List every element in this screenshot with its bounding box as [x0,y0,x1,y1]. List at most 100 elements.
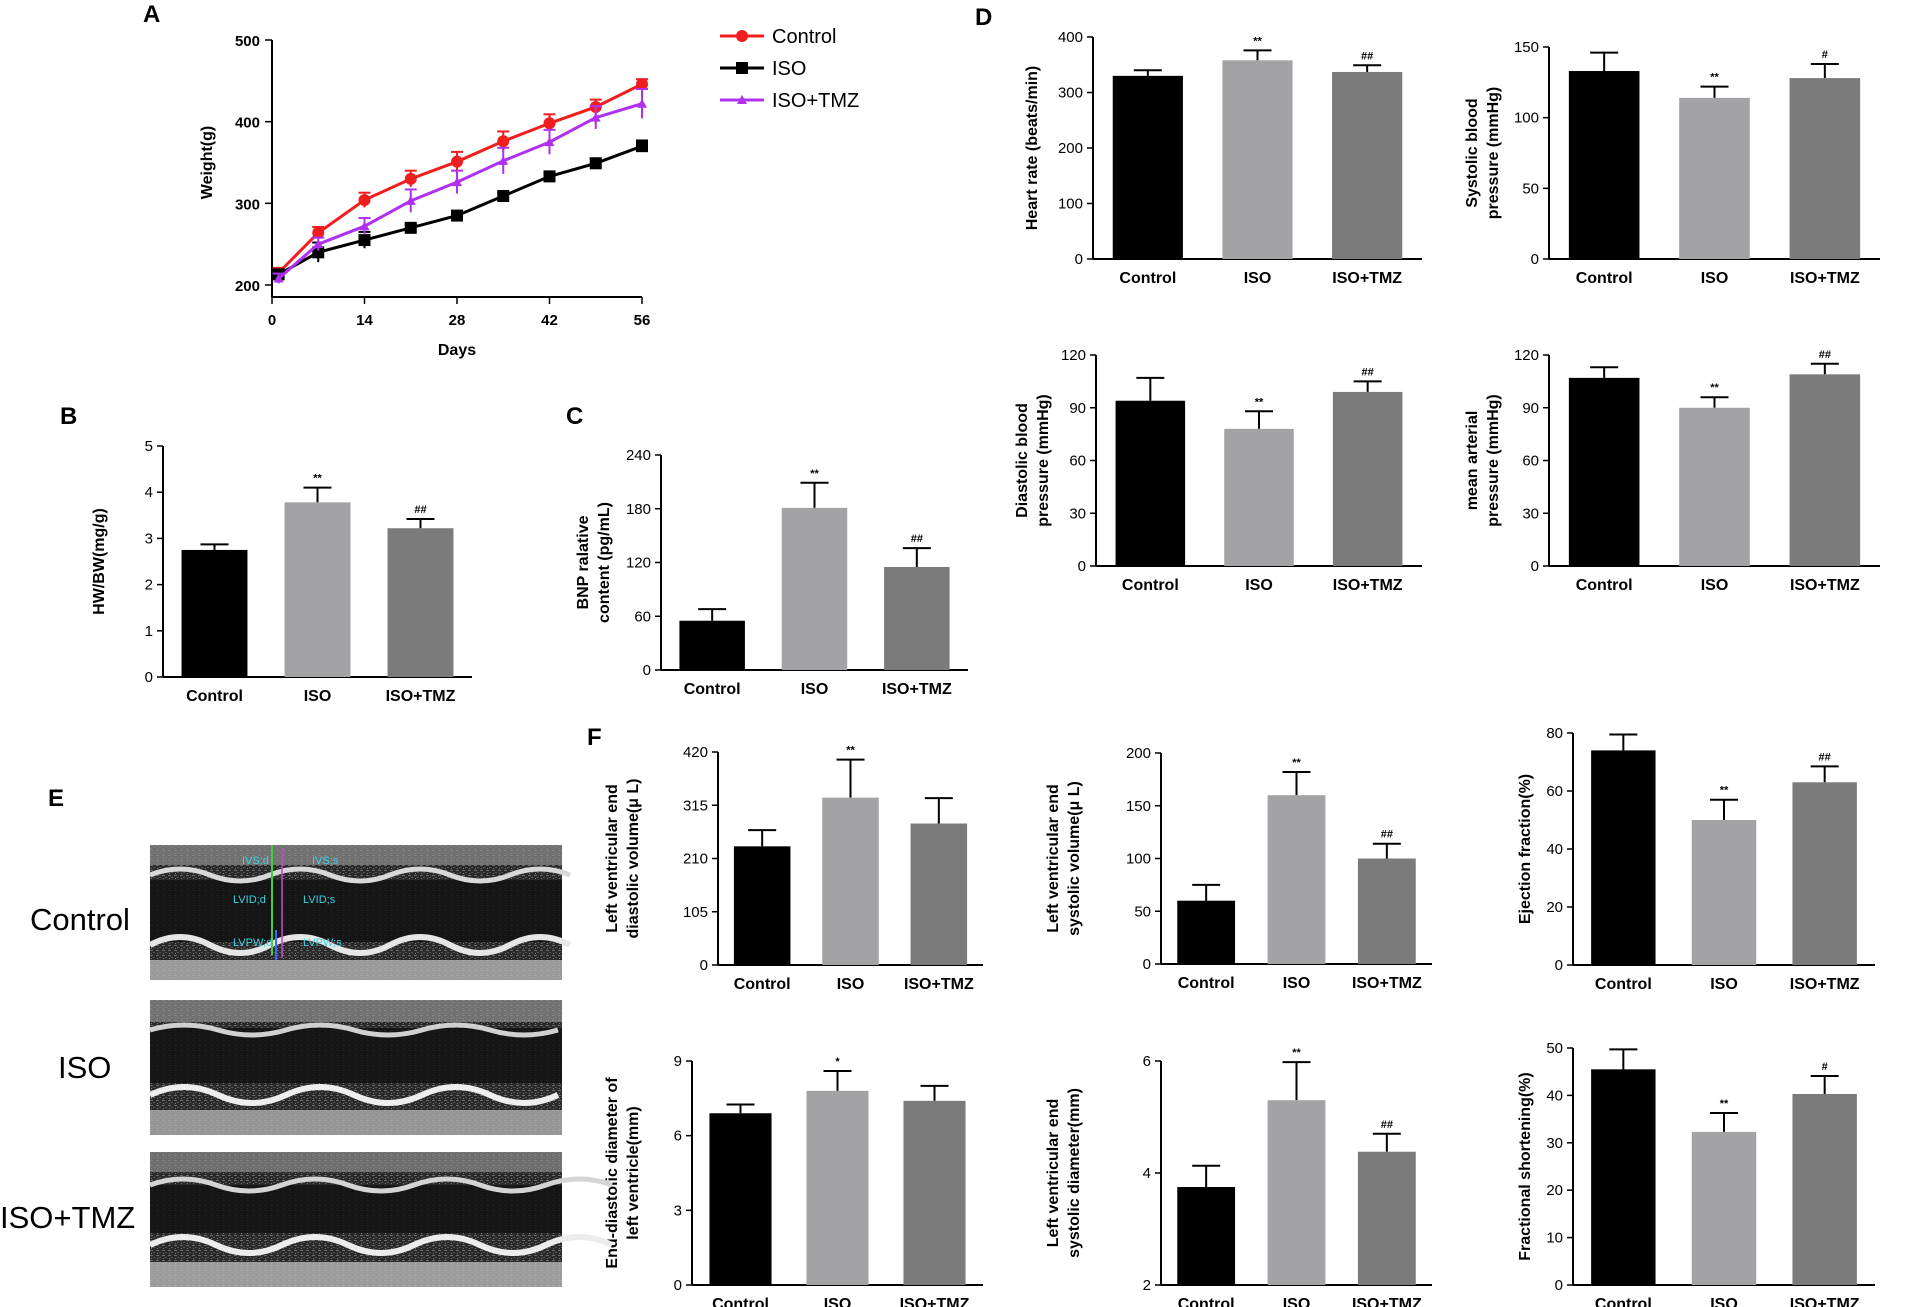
chart-d3-category-label: ISO [1245,577,1273,594]
chart-d2-ytick-label: 150 [1514,39,1539,56]
echo-label-control: Control [30,902,130,937]
chart-a-legend-label-control: Control [772,26,836,48]
chart-a-legend-label-iso: ISO [772,58,806,80]
chart-a-point-iso [589,157,602,170]
chart-f2-ylabel-line: Left ventricular end [1045,784,1062,932]
chart-a-xtick-label: 0 [268,312,276,329]
echo-label-iso: ISO [58,1050,111,1085]
chart-d2-ylabel: Systolic blood pressure (mmHg) [1464,87,1502,219]
mean-arterial-pressure-bar-chart: 0 30 60 90 120 Control ISO ** ISO+TMZ ## mean arte… [1464,347,1880,594]
chart-d3-bar-iso [1224,428,1294,566]
chart-f1-category-label: Control [734,976,791,993]
chart-f3-ytick-label: 40 [1546,841,1563,858]
chart-d3-ytick-label: 60 [1069,453,1086,470]
chart-d3-category-label: Control [1122,577,1179,594]
chart-d4-significance-mark: ** [1710,382,1719,394]
echo-image-control: IVS;d IVS;s LVID;d LVID;s LVPW;d LVPW;s [148,845,572,980]
chart-c-significance-mark: ## [911,533,923,545]
chart-f3-ytick-label: 0 [1555,957,1563,974]
heart-rate-bar-chart: 0 100 200 300 400 Control ISO ** ISO+TMZ ## Heart … [1024,29,1422,287]
chart-f4-ytick-label: 3 [674,1202,682,1219]
chart-a-point-iso [543,170,556,183]
chart-f2-ytick-label: 200 [1126,745,1151,762]
chart-f6-ytick-label: 0 [1555,1277,1563,1294]
chart-f1-ytick-label: 0 [700,957,708,974]
chart-f3-ytick-label: 80 [1546,725,1563,742]
chart-d2-category-label: Control [1576,270,1633,287]
chart-d1-ylabel-line: Heart rate (beats/min) [1024,66,1041,231]
lv-end-systolic-diameter-bar-chart: 2 4 6 Control ISO ** ISO+TMZ ## Left ventricular… [1045,1047,1432,1307]
chart-f6-ylabel: Fractional shortening(%) [1517,1072,1534,1260]
chart-a-line-control [277,82,643,274]
chart-a-legend-marker-iso [736,62,748,74]
chart-f1-bar-iso [822,797,879,965]
ejection-fraction-bar-chart: 0 20 40 60 80 Control ISO ** ISO+TMZ ## Ejection f… [1517,725,1875,993]
echo-annot-lvpw-s: LVPW;s [303,937,342,949]
panel-letter-d: D [975,4,992,31]
chart-c-ytick-label: 180 [626,501,651,518]
chart-f5-category-label: ISO+TMZ [1352,1296,1422,1307]
chart-d1-bar-iso-tmz [1332,71,1403,259]
chart-f2-category-label: Control [1178,975,1235,992]
chart-a-point-control [358,194,371,207]
chart-a-ytick-label: 400 [235,115,260,132]
chart-f3-category-label: ISO [1710,976,1738,993]
chart-f1-ylabel: Left ventricular end diastolic volume(μ L… [604,778,642,938]
echo-annot-lvpw-d: LVPW;d [233,937,272,949]
chart-a-legend-marker-iso-tmz [737,95,747,104]
chart-f3-ytick-label: 20 [1546,899,1563,916]
chart-f5-ylabel: Left ventricular end systolic diameter(mm… [1045,1088,1083,1258]
chart-a-ytick-label: 500 [235,33,260,50]
chart-d2-ytick-label: 50 [1522,180,1539,197]
chart-f1-ylabel-line: Left ventricular end [604,784,621,932]
chart-f1-ytick-label: 315 [683,797,708,814]
chart-f3-bar-iso [1691,820,1757,965]
chart-f4-category-label: Control [712,1296,769,1307]
chart-f2-ytick-label: 150 [1126,798,1151,815]
chart-b-ytick-label: 4 [145,484,153,501]
chart-f1-ytick-label: 420 [683,744,708,761]
chart-d3-significance-mark: ** [1255,396,1264,408]
chart-a-point-iso-tmz [452,177,462,187]
chart-f2-ylabel: Left ventricular end systolic volume(μ L) [1045,781,1083,936]
chart-b-category-label: ISO+TMZ [386,688,456,705]
chart-d2-category-label: ISO [1701,270,1729,287]
chart-d1-bar-control [1112,75,1183,259]
chart-a-xtick-label: 42 [541,312,558,329]
echo-image-iso-tmz [148,1152,614,1287]
chart-b-ylabel: HW/BW(mg/g) [91,508,108,615]
fractional-shortening-bar-chart: 0 10 20 30 40 50 Control ISO ** ISO+TMZ # Fractiona… [1517,1040,1875,1307]
chart-d2-significance-mark: ** [1710,72,1719,84]
chart-d4-ytick-label: 30 [1522,505,1539,522]
chart-f2-bar-iso [1267,795,1326,964]
chart-d4-bar-iso-tmz [1789,374,1861,566]
chart-a-point-iso [404,221,417,234]
panel-letter-a: A [143,1,160,28]
chart-f5-category-label: Control [1178,1296,1235,1307]
echo-panel: Control ISO ISO+TMZ IVS;d IVS;s LVID;d L… [0,845,614,1287]
chart-a-point-iso-tmz [498,155,509,165]
chart-f4-ylabel: End-diastolic diameter of left ventricle(… [604,1077,642,1269]
chart-f6-ytick-label: 50 [1546,1040,1563,1057]
chart-f5-ytick-label: 2 [1143,1277,1151,1294]
chart-f3-bar-iso-tmz [1792,782,1857,965]
chart-c-ytick-label: 0 [643,662,651,679]
chart-f1-category-label: ISO+TMZ [904,976,974,993]
chart-d1-ytick-label: 400 [1058,29,1083,46]
chart-f1-bar-iso-tmz [910,823,968,965]
chart-a-point-iso-tmz [359,221,370,231]
chart-a-point-control [543,117,556,130]
chart-a-point-control [404,172,417,185]
chart-b-bar-iso [284,502,351,677]
chart-d2-bar-iso-tmz [1789,78,1861,260]
chart-b-ytick-label: 2 [145,577,153,594]
chart-d1-category-label: ISO+TMZ [1332,270,1402,287]
chart-b-category-label: ISO [304,688,332,705]
chart-a-point-iso-tmz [590,112,601,122]
chart-d3-significance-mark: ## [1362,366,1374,378]
chart-c-significance-mark: ** [810,468,819,480]
chart-c-ytick-label: 60 [634,608,651,625]
chart-a-point-iso [636,140,648,153]
chart-c-ytick-label: 120 [626,555,651,572]
